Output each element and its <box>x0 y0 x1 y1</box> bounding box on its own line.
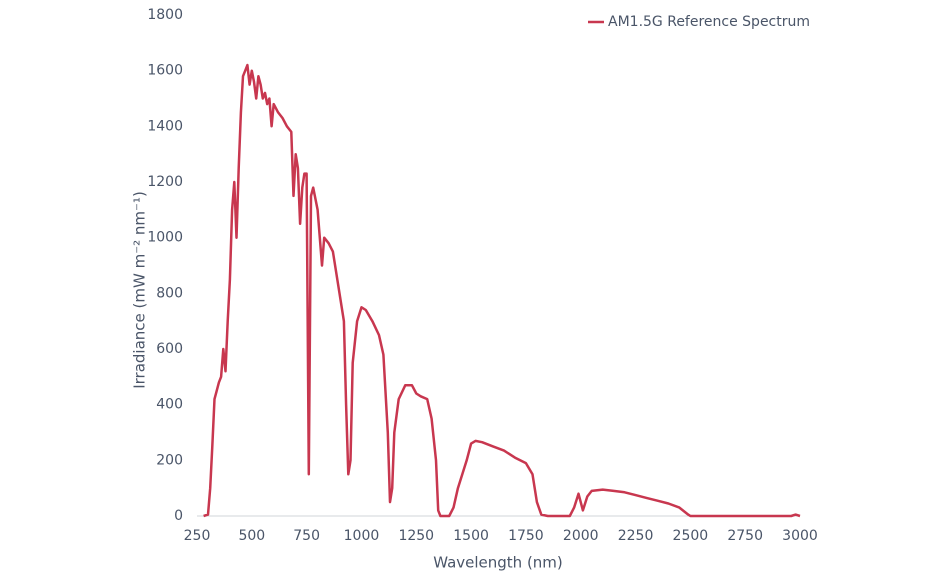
x-tick-label: 1750 <box>508 528 544 544</box>
series-line <box>203 63 801 518</box>
x-tick-label: 500 <box>238 528 265 544</box>
x-tick-label: 250 <box>184 528 211 544</box>
x-tick-label: 3000 <box>782 528 818 544</box>
x-tick-label: 2750 <box>727 528 763 544</box>
x-tick-label: 1500 <box>453 528 489 544</box>
y-tick-label: 200 <box>156 452 183 468</box>
y-tick-label: 1600 <box>147 63 183 79</box>
y-tick-label: 1000 <box>147 230 183 246</box>
y-tick-label: 800 <box>156 285 183 301</box>
y-tick-label: 0 <box>174 508 183 524</box>
y-tick-label: 1400 <box>147 118 183 134</box>
y-tick-label: 1800 <box>147 7 183 23</box>
x-tick-label: 2000 <box>563 528 599 544</box>
x-tick-label: 1250 <box>398 528 434 544</box>
x-tick-label: 750 <box>293 528 320 544</box>
y-axis-title: Irradiance (mW m⁻² nm⁻¹) <box>131 191 149 389</box>
y-tick-label: 600 <box>156 341 183 357</box>
y-tick-label: 400 <box>156 397 183 413</box>
x-tick-label: 2250 <box>618 528 654 544</box>
x-axis-title: Wavelength (nm) <box>433 554 563 572</box>
x-tick-label: 1000 <box>344 528 380 544</box>
y-tick-label: 1200 <box>147 174 183 190</box>
x-tick-label: 2500 <box>673 528 709 544</box>
legend-label: AM1.5G Reference Spectrum <box>608 14 810 30</box>
